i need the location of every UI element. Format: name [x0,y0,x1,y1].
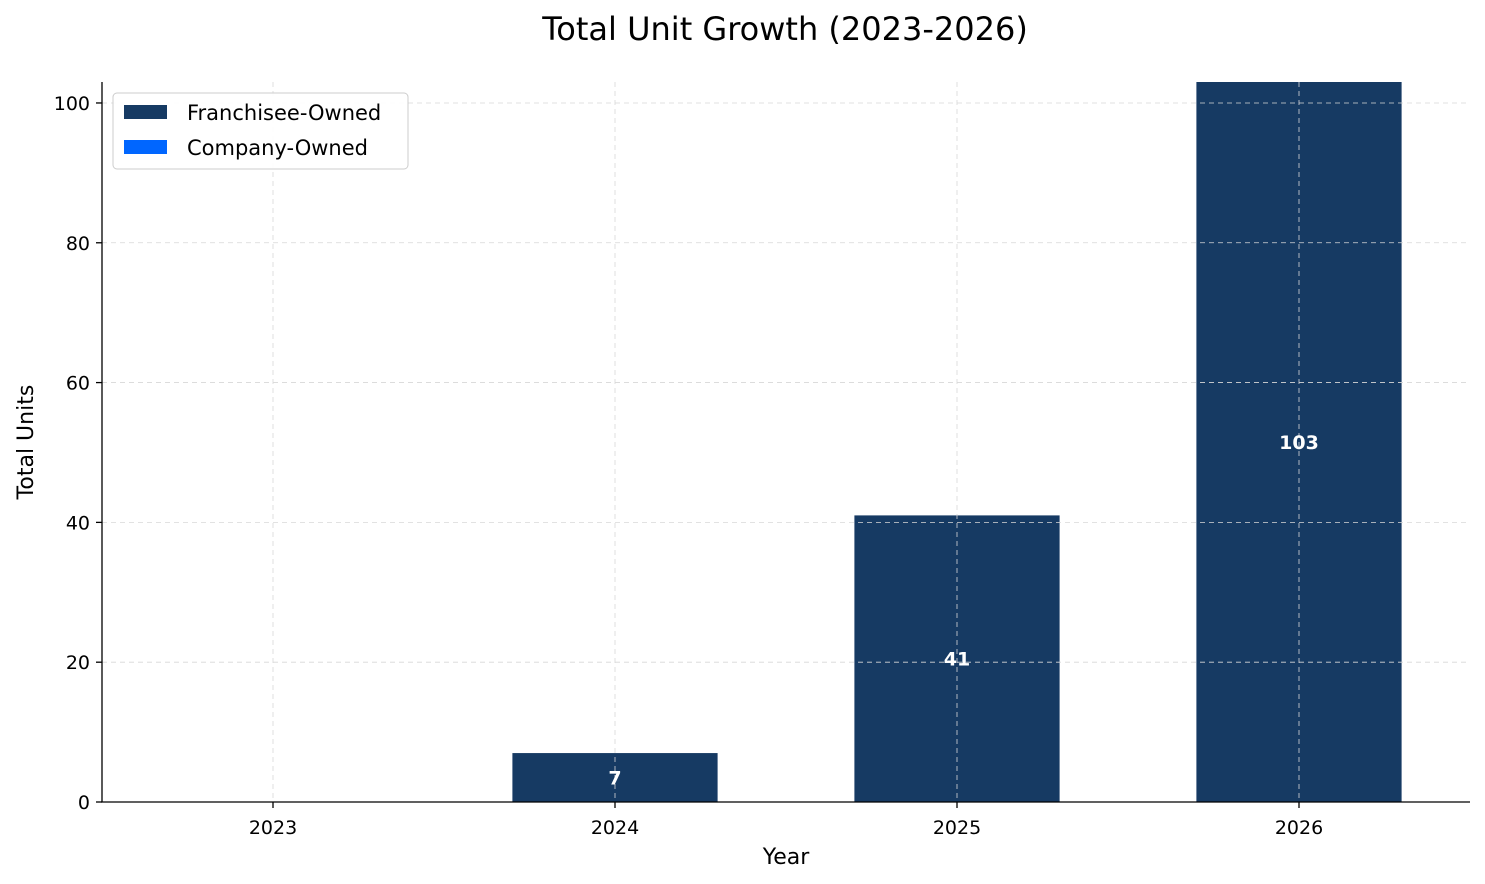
y-tick-label: 80 [66,233,90,255]
legend-label-1: Company-Owned [187,136,368,160]
legend-swatch-0 [124,105,167,119]
x-axis-label: Year [762,845,811,870]
legend-label-0: Franchisee-Owned [187,101,381,125]
y-tick-label: 100 [54,93,90,115]
x-tick-label-2025: 2025 [933,817,981,839]
y-tick-label: 0 [78,792,90,814]
data-label-2025: 41 [944,649,970,671]
x-tick-label-2023: 2023 [249,817,297,839]
y-tick-label: 20 [66,652,90,674]
x-tick-label-2026: 2026 [1275,817,1323,839]
legend-swatch-1 [124,140,167,154]
data-label-2024: 7 [608,768,621,790]
legend-frame [112,92,409,170]
data-labels: 7 41 103 [608,432,1318,790]
chart-title: Total Unit Growth (2023-2026) [541,10,1028,48]
data-label-2026: 103 [1279,432,1319,454]
y-tick-label: 40 [66,512,90,534]
y-axis-label: Total Units [14,385,39,501]
x-ticks: 2023 2024 2025 2026 [249,802,1323,839]
y-tick-label: 60 [66,373,90,395]
x-tick-label-2024: 2024 [591,817,639,839]
legend: Franchisee-Owned Company-Owned [112,92,409,170]
y-ticks: 0 20 40 60 80 100 [54,93,102,814]
